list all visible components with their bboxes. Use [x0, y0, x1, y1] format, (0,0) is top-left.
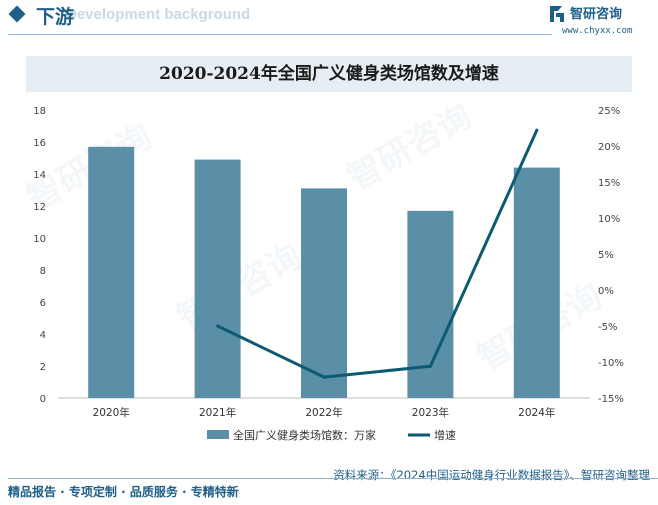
y-left-tick-label: 10: [33, 234, 46, 245]
y-left-tick-label: 8: [40, 266, 46, 277]
y-left-tick-label: 4: [40, 330, 46, 341]
x-tick-label: 2022年: [305, 406, 342, 419]
chart-title: 2020-2024年全国广义健身类场馆数及增速: [159, 64, 499, 84]
y-left-tick-label: 16: [33, 138, 46, 149]
y-left-tick-label: 14: [33, 170, 46, 181]
x-tick-label: 2024年: [518, 406, 555, 419]
bar: [407, 210, 454, 398]
section-background-text: Development background: [66, 6, 251, 23]
combo-chart: 0 2 4 6 8 10 12 14 16 18 -15% -10% -5% 0% 5% 10% 15% 20% 2…: [33, 106, 624, 442]
y-left-tick-label: 6: [40, 298, 46, 309]
chart-title-band: 2020-2024年全国广义健身类场馆数及增速: [26, 56, 632, 92]
y-right-tick-label: -10%: [598, 358, 624, 369]
growth-point: [216, 324, 220, 328]
growth-point: [322, 375, 326, 379]
legend-bar-swatch: [207, 430, 229, 439]
y-right-tick-label: 25%: [598, 106, 620, 117]
bar: [513, 167, 560, 398]
legend-line-label: 增速: [434, 428, 456, 442]
brand-logo: 智研咨询 www.chyxx.com: [548, 2, 648, 40]
y-right-tick-label: 20%: [598, 142, 620, 153]
x-tick-label: 2023年: [412, 406, 449, 419]
x-tick-label: 2020年: [93, 406, 130, 419]
footer-slogan: 精品报告 · 专项定制 · 品质服务 · 专精特新: [8, 485, 239, 499]
y-right-tick-label: 5%: [598, 250, 614, 261]
y-left-tick-label: 2: [40, 362, 46, 373]
y-right-tick-label: 0%: [598, 286, 614, 297]
growth-point: [428, 364, 432, 368]
growth-point: [535, 128, 539, 132]
y-right-tick-label: -5%: [598, 322, 617, 333]
x-tick-label: 2021年: [199, 406, 236, 419]
y-left-tick-label: 18: [33, 106, 46, 117]
legend-bar-label: 全国广义健身类场馆数：万家: [233, 428, 376, 442]
growth-line: [216, 129, 539, 379]
page-header: Development background 下游 智研咨询 www.chyxx…: [0, 0, 658, 44]
y-right-tick-label: -15%: [598, 394, 624, 405]
logo-text: 智研咨询: [570, 7, 623, 22]
source-note: 资料来源：《2024中国运动健身行业数据报告》、智研咨询整理: [333, 468, 650, 482]
bar: [301, 188, 347, 398]
bar: [194, 159, 241, 398]
y-right-tick-label: 15%: [598, 178, 620, 189]
bar: [88, 146, 135, 398]
y-left-tick-label: 12: [33, 202, 46, 213]
logo-mark-icon: [550, 6, 564, 22]
section-title: 下游: [36, 6, 75, 28]
header-divider: [8, 34, 552, 35]
y-left-tick-label: 0: [40, 394, 46, 405]
page-footer: 资料来源：《2024中国运动健身行业数据报告》、智研咨询整理 精品报告 · 专项…: [0, 468, 658, 505]
y-right-tick-label: 10%: [598, 214, 620, 225]
logo-url: www.chyxx.com: [562, 26, 633, 36]
footer-divider: [8, 478, 658, 479]
